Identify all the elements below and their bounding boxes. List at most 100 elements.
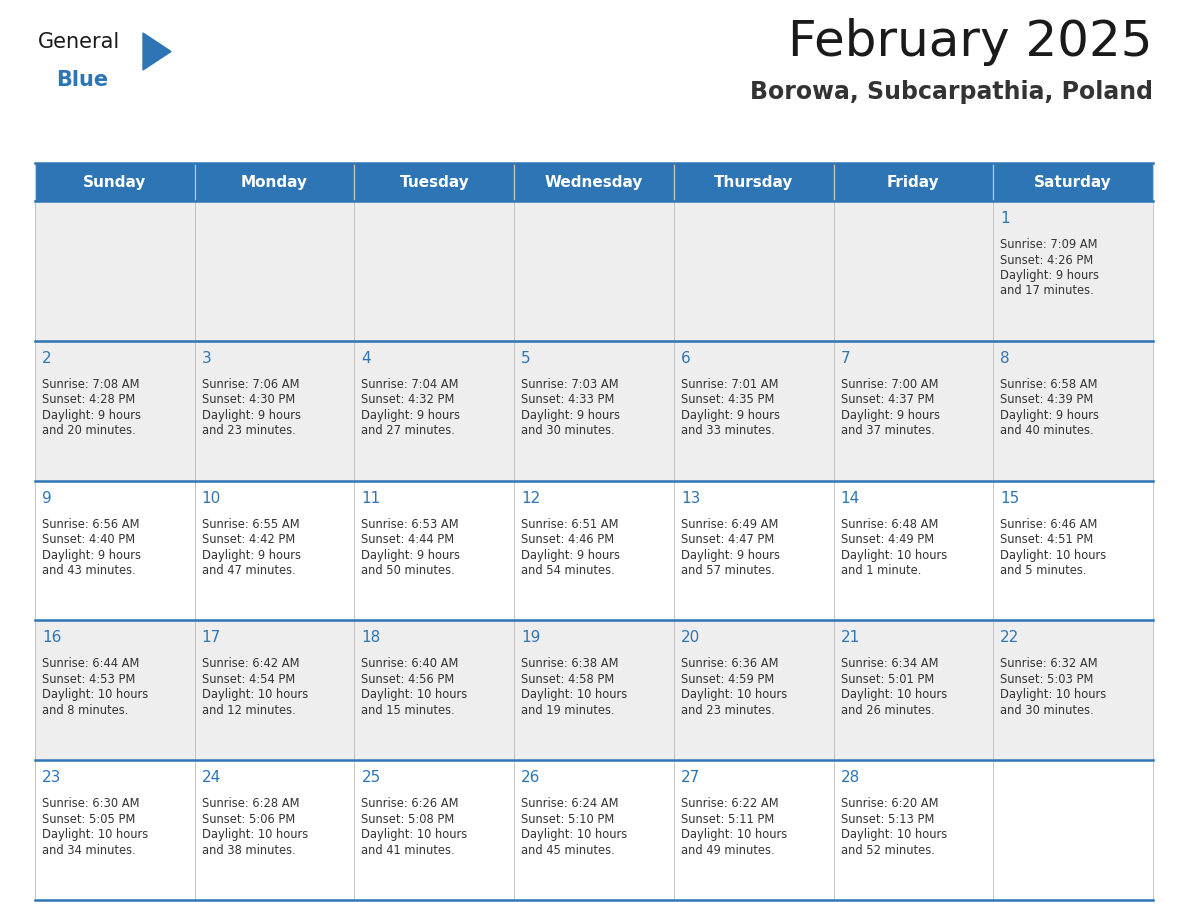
Bar [354, 760, 514, 900]
Text: and 50 minutes.: and 50 minutes. [361, 564, 455, 577]
Text: 25: 25 [361, 770, 380, 785]
Bar [514, 481, 674, 621]
Text: Sunset: 4:26 PM: Sunset: 4:26 PM [1000, 253, 1093, 266]
Bar [34, 621, 195, 760]
Text: Sunrise: 7:03 AM: Sunrise: 7:03 AM [522, 378, 619, 391]
Text: Daylight: 9 hours: Daylight: 9 hours [1000, 409, 1099, 421]
Text: 13: 13 [681, 490, 700, 506]
Text: Sunrise: 6:51 AM: Sunrise: 6:51 AM [522, 518, 619, 531]
Text: Sunrise: 6:44 AM: Sunrise: 6:44 AM [42, 657, 139, 670]
Bar [195, 341, 354, 481]
Text: Sunset: 4:49 PM: Sunset: 4:49 PM [841, 533, 934, 546]
Text: Sunset: 4:44 PM: Sunset: 4:44 PM [361, 533, 455, 546]
Bar [514, 341, 674, 481]
Bar [674, 760, 834, 900]
Text: Sunset: 4:30 PM: Sunset: 4:30 PM [202, 393, 295, 407]
Text: and 52 minutes.: and 52 minutes. [841, 844, 935, 856]
Text: Sunset: 4:59 PM: Sunset: 4:59 PM [681, 673, 775, 686]
Text: Sunrise: 7:06 AM: Sunrise: 7:06 AM [202, 378, 299, 391]
Text: Sunrise: 6:58 AM: Sunrise: 6:58 AM [1000, 378, 1098, 391]
Text: Daylight: 10 hours: Daylight: 10 hours [42, 688, 148, 701]
Text: Daylight: 9 hours: Daylight: 9 hours [681, 549, 779, 562]
Text: Daylight: 10 hours: Daylight: 10 hours [522, 688, 627, 701]
Text: Daylight: 10 hours: Daylight: 10 hours [202, 688, 308, 701]
Text: and 8 minutes.: and 8 minutes. [42, 704, 128, 717]
Bar [834, 201, 993, 341]
Bar [993, 201, 1154, 341]
Text: General: General [38, 32, 120, 52]
Bar [354, 481, 514, 621]
Text: 8: 8 [1000, 351, 1010, 365]
Text: Sunset: 4:46 PM: Sunset: 4:46 PM [522, 533, 614, 546]
Text: Daylight: 10 hours: Daylight: 10 hours [202, 828, 308, 841]
Text: Sunrise: 6:34 AM: Sunrise: 6:34 AM [841, 657, 939, 670]
Bar [34, 341, 195, 481]
Text: February 2025: February 2025 [789, 18, 1154, 66]
Bar [674, 621, 834, 760]
Text: 2: 2 [42, 351, 51, 365]
Text: Sunset: 4:54 PM: Sunset: 4:54 PM [202, 673, 295, 686]
Text: and 30 minutes.: and 30 minutes. [522, 424, 615, 437]
Bar [993, 760, 1154, 900]
Text: Sunrise: 7:01 AM: Sunrise: 7:01 AM [681, 378, 778, 391]
Text: Tuesday: Tuesday [399, 174, 469, 189]
Text: Sunset: 4:35 PM: Sunset: 4:35 PM [681, 393, 775, 407]
Bar [993, 163, 1154, 201]
Text: Daylight: 9 hours: Daylight: 9 hours [841, 409, 940, 421]
Text: Friday: Friday [887, 174, 940, 189]
Text: Sunset: 4:32 PM: Sunset: 4:32 PM [361, 393, 455, 407]
Text: 14: 14 [841, 490, 860, 506]
Text: Sunrise: 6:32 AM: Sunrise: 6:32 AM [1000, 657, 1098, 670]
Text: Sunrise: 6:20 AM: Sunrise: 6:20 AM [841, 797, 939, 811]
Text: and 47 minutes.: and 47 minutes. [202, 564, 296, 577]
Bar [354, 341, 514, 481]
Text: Sunrise: 6:36 AM: Sunrise: 6:36 AM [681, 657, 778, 670]
Text: Sunrise: 6:24 AM: Sunrise: 6:24 AM [522, 797, 619, 811]
Bar [514, 163, 674, 201]
Text: Sunrise: 6:40 AM: Sunrise: 6:40 AM [361, 657, 459, 670]
Text: Sunset: 4:37 PM: Sunset: 4:37 PM [841, 393, 934, 407]
Bar [195, 481, 354, 621]
Text: and 33 minutes.: and 33 minutes. [681, 424, 775, 437]
Text: and 41 minutes.: and 41 minutes. [361, 844, 455, 856]
Bar [834, 481, 993, 621]
Text: 9: 9 [42, 490, 52, 506]
Bar [834, 760, 993, 900]
Bar [514, 760, 674, 900]
Text: Borowa, Subcarpathia, Poland: Borowa, Subcarpathia, Poland [750, 80, 1154, 104]
Text: Sunset: 5:03 PM: Sunset: 5:03 PM [1000, 673, 1094, 686]
Text: Sunrise: 6:46 AM: Sunrise: 6:46 AM [1000, 518, 1098, 531]
Text: 11: 11 [361, 490, 380, 506]
Text: Sunrise: 6:28 AM: Sunrise: 6:28 AM [202, 797, 299, 811]
Text: Sunset: 5:11 PM: Sunset: 5:11 PM [681, 812, 775, 825]
Text: Daylight: 9 hours: Daylight: 9 hours [361, 549, 461, 562]
Text: Daylight: 10 hours: Daylight: 10 hours [841, 828, 947, 841]
Text: and 23 minutes.: and 23 minutes. [202, 424, 296, 437]
Bar [354, 201, 514, 341]
Text: 6: 6 [681, 351, 690, 365]
Bar [514, 621, 674, 760]
Bar [0, 0, 1188, 163]
Text: and 45 minutes.: and 45 minutes. [522, 844, 615, 856]
Text: Sunset: 4:47 PM: Sunset: 4:47 PM [681, 533, 775, 546]
Text: 12: 12 [522, 490, 541, 506]
Text: Sunrise: 6:55 AM: Sunrise: 6:55 AM [202, 518, 299, 531]
Text: Saturday: Saturday [1035, 174, 1112, 189]
Text: Daylight: 9 hours: Daylight: 9 hours [202, 409, 301, 421]
Text: and 23 minutes.: and 23 minutes. [681, 704, 775, 717]
Text: Sunset: 4:40 PM: Sunset: 4:40 PM [42, 533, 135, 546]
Text: and 43 minutes.: and 43 minutes. [42, 564, 135, 577]
Text: Sunday: Sunday [83, 174, 146, 189]
Text: and 12 minutes.: and 12 minutes. [202, 704, 296, 717]
Text: Daylight: 10 hours: Daylight: 10 hours [361, 828, 468, 841]
Text: Thursday: Thursday [714, 174, 794, 189]
Text: 10: 10 [202, 490, 221, 506]
Text: and 27 minutes.: and 27 minutes. [361, 424, 455, 437]
Text: Blue: Blue [56, 70, 108, 90]
Text: Daylight: 9 hours: Daylight: 9 hours [202, 549, 301, 562]
Text: 28: 28 [841, 770, 860, 785]
Bar [674, 163, 834, 201]
Text: 22: 22 [1000, 631, 1019, 645]
Bar [195, 760, 354, 900]
Text: 20: 20 [681, 631, 700, 645]
